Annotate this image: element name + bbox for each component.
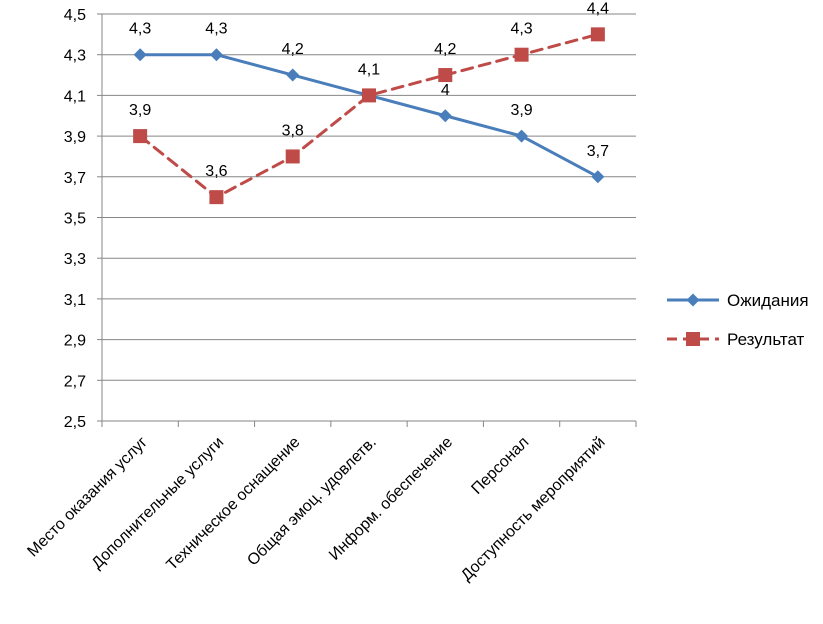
x-tick-label: Общая эмоц. удовлетв.: [244, 434, 380, 570]
data-point-marker: [285, 149, 300, 164]
legend-marker: [686, 293, 700, 307]
data-label: 3,9: [510, 102, 532, 119]
data-point-marker: [438, 109, 452, 123]
data-label: 4: [441, 82, 450, 99]
y-tick-label: 3,9: [64, 129, 86, 146]
data-point-marker: [133, 129, 148, 144]
data-point-marker: [209, 190, 224, 205]
y-tick-label: 3,5: [64, 211, 86, 228]
y-tick-label: 3,3: [64, 251, 86, 268]
y-tick-label: 4,1: [64, 88, 86, 105]
legend-marker: [686, 332, 700, 346]
data-point-marker: [591, 170, 605, 184]
data-point-marker: [209, 48, 223, 62]
x-tick-label: Персонал: [468, 434, 532, 498]
y-tick-label: 4,3: [64, 48, 86, 65]
legend-label: Ожидания: [727, 291, 809, 310]
data-point-marker: [590, 27, 605, 42]
data-label: 4,4: [587, 0, 609, 17]
x-tick-label: Информ. обеспечение: [326, 434, 456, 564]
data-point-marker: [515, 129, 529, 143]
x-tick-label: Дополнительные услуги: [89, 434, 228, 573]
y-tick-label: 2,9: [64, 333, 86, 350]
data-point-marker: [362, 88, 376, 103]
y-axis-ticks: 2,5 2,7 2,9 3,1 3,3 3,5 3,7 3,9 4,1 4,3 4,5: [64, 7, 86, 431]
data-labels: 4,3 4,3 4,2 4 3,9 3,7 3,9 3,6 3,8 4,1 4,2 4,3 4,4: [129, 0, 609, 180]
data-label: 4,3: [129, 21, 151, 38]
data-label: 4,3: [510, 21, 532, 38]
y-tick-label: 3,7: [64, 170, 86, 187]
data-point-marker: [133, 48, 147, 62]
y-tick-label: 2,5: [64, 414, 86, 431]
data-point-marker: [514, 47, 529, 62]
x-tick-label: Техническое оснащение: [164, 434, 304, 574]
x-tick-label: Место оказания услуг: [24, 434, 151, 561]
series-lines: [133, 27, 605, 205]
data-point-marker: [286, 68, 300, 82]
axes: [97, 13, 637, 427]
y-tick-label: 3,1: [64, 292, 86, 309]
y-tick-label: 4,5: [64, 7, 86, 24]
data-label: 3,6: [205, 163, 227, 180]
data-label: 4,1: [358, 61, 380, 78]
legend-label: Результат: [727, 330, 805, 349]
data-label: 3,7: [587, 143, 609, 160]
data-label: 4,3: [205, 21, 227, 38]
x-tick-label: Доступность мероприятий: [458, 434, 609, 585]
data-label: 3,9: [129, 102, 151, 119]
data-point-marker: [438, 68, 453, 83]
data-label: 3,8: [282, 122, 304, 139]
legend: Ожидания Результат: [667, 291, 809, 349]
y-tick-label: 2,7: [64, 373, 86, 390]
data-label: 4,2: [282, 41, 304, 58]
data-label: 4,2: [434, 41, 456, 58]
